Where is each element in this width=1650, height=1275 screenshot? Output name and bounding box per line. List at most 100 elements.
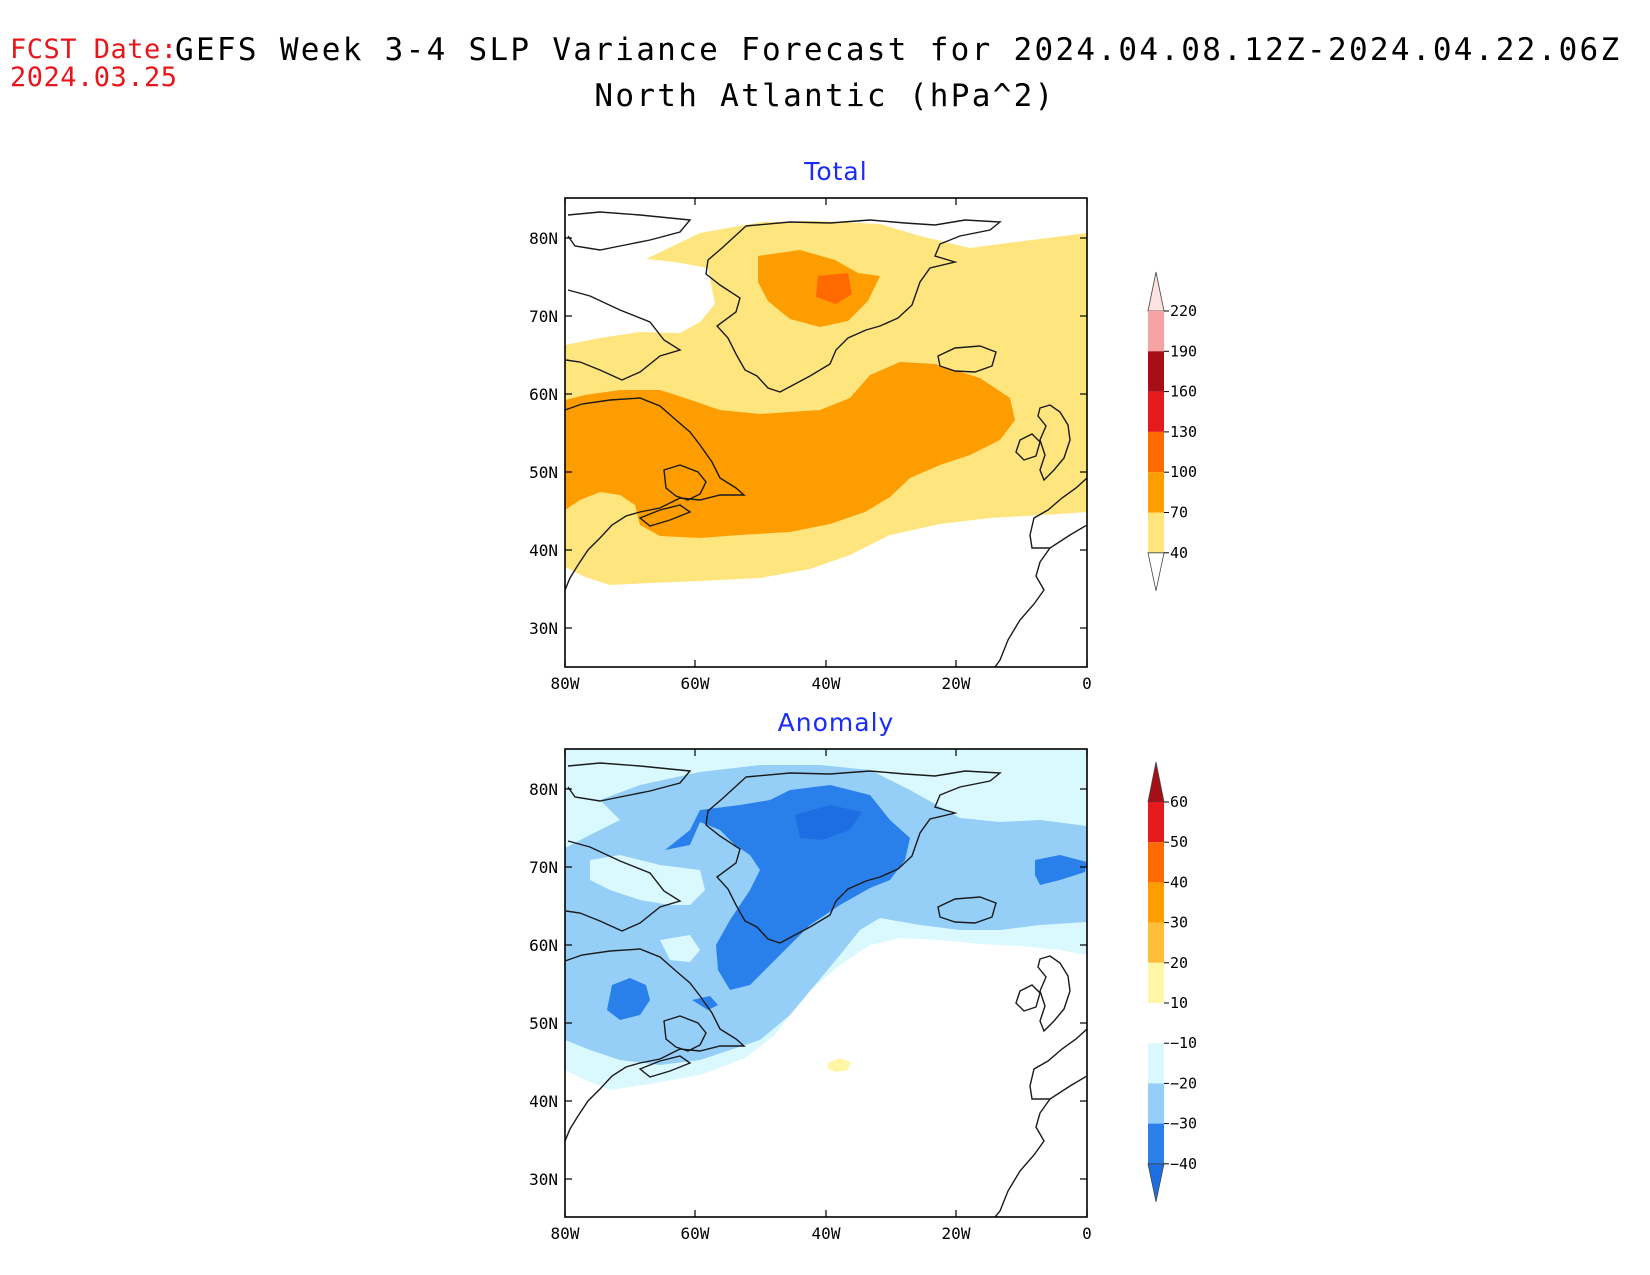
colorbar-top-triangle bbox=[1147, 271, 1165, 312]
colorbar-segment bbox=[1148, 802, 1164, 843]
colorbar-segment bbox=[1148, 472, 1164, 513]
colorbar-segment bbox=[1148, 962, 1164, 1003]
lon-label: 20W bbox=[942, 1224, 971, 1243]
lon-label: 80W bbox=[551, 1224, 580, 1243]
total-axes: 80N 70N 60N 50N 40N 30N 80W 60W 40W 20W 0 bbox=[529, 198, 1092, 693]
lon-label: 60W bbox=[681, 1224, 710, 1243]
colorbar-label: 160 bbox=[1170, 383, 1197, 401]
lon-label: 0 bbox=[1082, 674, 1092, 693]
total-coastlines bbox=[565, 211, 1087, 667]
colorbar-label: 220 bbox=[1170, 302, 1197, 320]
colorbar-segment bbox=[1148, 882, 1164, 923]
france-coast bbox=[1029, 477, 1087, 549]
colorbar-label: 130 bbox=[1170, 423, 1197, 441]
panel-title: Total bbox=[803, 157, 867, 186]
colorbar-label: −10 bbox=[1170, 1034, 1197, 1052]
contour-minus30-main bbox=[665, 785, 910, 990]
anomaly-fill-layers bbox=[565, 749, 1087, 1090]
british-isles-coast bbox=[1037, 404, 1071, 482]
anomaly-axes: 80N 70N 60N 50N 40N 30N 80W 60W 40W 20W 0 bbox=[529, 749, 1092, 1243]
colorbar-label: −40 bbox=[1170, 1155, 1197, 1173]
nova-scotia-coast bbox=[638, 504, 692, 527]
ellesmere-coast bbox=[567, 762, 692, 802]
greenland-coast bbox=[705, 770, 1002, 944]
panel-anomaly: Anomaly bbox=[529, 708, 1197, 1243]
panel-total: Total bbox=[529, 157, 1197, 693]
total-fill-layers bbox=[565, 221, 1087, 585]
colorbar-label: 50 bbox=[1170, 833, 1188, 851]
lon-label: 80W bbox=[551, 674, 580, 693]
colorbar-segment bbox=[1148, 1083, 1164, 1124]
british-isles-coast bbox=[1037, 955, 1071, 1033]
colorbar-label: 40 bbox=[1170, 873, 1188, 891]
greenland-coast bbox=[705, 219, 1002, 393]
colorbar-label: 40 bbox=[1170, 544, 1188, 562]
forecast-date-label: FCST Date: bbox=[10, 34, 178, 65]
colorbar-label: 30 bbox=[1170, 914, 1188, 932]
lat-label: 60N bbox=[529, 936, 558, 955]
colorbar-segment bbox=[1148, 311, 1164, 352]
colorbar-segment bbox=[1148, 1123, 1164, 1164]
colorbar-label: 10 bbox=[1170, 994, 1188, 1012]
colorbar-segment bbox=[1148, 431, 1164, 473]
anomaly-colorbar: 60 50 40 30 20 10 −10 −20 −30 −40 bbox=[1147, 761, 1197, 1202]
nova-scotia-coast bbox=[638, 1055, 692, 1078]
colorbar-label: −20 bbox=[1170, 1074, 1197, 1092]
panel-title: Anomaly bbox=[778, 708, 895, 737]
colorbar-segment bbox=[1148, 391, 1164, 432]
iceland-coast bbox=[937, 345, 997, 373]
newfoundland-coast bbox=[663, 464, 707, 501]
lon-label: 0 bbox=[1082, 1224, 1092, 1243]
colorbar-label: 60 bbox=[1170, 793, 1188, 811]
contour-minus30-west bbox=[607, 978, 650, 1020]
colorbar-label: −30 bbox=[1170, 1115, 1197, 1133]
baffin-coast bbox=[565, 289, 682, 381]
canada-coast bbox=[565, 948, 746, 1142]
france-coast bbox=[1029, 1028, 1087, 1100]
figure-title: GEFS Week 3-4 SLP Variance Forecast for … bbox=[175, 32, 1622, 68]
lon-label: 20W bbox=[942, 674, 971, 693]
colorbar-segment bbox=[1148, 512, 1164, 553]
contour-minus40 bbox=[795, 805, 862, 840]
contour-minus20-inner-light-2 bbox=[660, 935, 700, 962]
lat-label: 30N bbox=[529, 1170, 558, 1189]
ellesmere-coast bbox=[567, 211, 692, 251]
lat-label: 40N bbox=[529, 541, 558, 560]
colorbar-label: 20 bbox=[1170, 954, 1188, 972]
colorbar-segment bbox=[1148, 1043, 1164, 1084]
lon-label: 40W bbox=[812, 674, 841, 693]
colorbar-label: 100 bbox=[1170, 463, 1197, 481]
anomaly-coastlines bbox=[565, 762, 1087, 1217]
lat-label: 40N bbox=[529, 1092, 558, 1111]
contour-70-100-main bbox=[565, 362, 1015, 538]
lat-label: 80N bbox=[529, 780, 558, 799]
lat-label: 70N bbox=[529, 858, 558, 877]
colorbar-bottom-triangle bbox=[1147, 1163, 1165, 1202]
contour-100-130 bbox=[816, 273, 852, 304]
canada-coast bbox=[565, 397, 746, 591]
colorbar-bottom-triangle bbox=[1147, 552, 1165, 591]
lat-label: 30N bbox=[529, 619, 558, 638]
figure-subtitle: North Atlantic (hPa^2) bbox=[594, 78, 1056, 114]
iceland-coast bbox=[937, 896, 997, 924]
colorbar-segment bbox=[1148, 842, 1164, 883]
ireland-coast bbox=[1015, 984, 1041, 1012]
lat-label: 80N bbox=[529, 229, 558, 248]
colorbar-label: 190 bbox=[1170, 342, 1197, 360]
lon-label: 40W bbox=[812, 1224, 841, 1243]
colorbar-top-triangle bbox=[1147, 761, 1165, 803]
colorbar-segment bbox=[1148, 922, 1164, 963]
contour-minus30-east bbox=[1035, 855, 1087, 885]
baffin-coast bbox=[565, 840, 682, 932]
colorbar-label: 70 bbox=[1170, 504, 1188, 522]
contour-plus10 bbox=[828, 1058, 851, 1072]
iberia-coast bbox=[994, 524, 1087, 667]
newfoundland-coast bbox=[663, 1015, 707, 1052]
forecast-date: FCST Date: 2024.03.25 bbox=[10, 36, 178, 92]
lat-label: 60N bbox=[529, 385, 558, 404]
forecast-date-value: 2024.03.25 bbox=[10, 62, 178, 93]
ireland-coast bbox=[1015, 433, 1041, 461]
lat-label: 50N bbox=[529, 463, 558, 482]
